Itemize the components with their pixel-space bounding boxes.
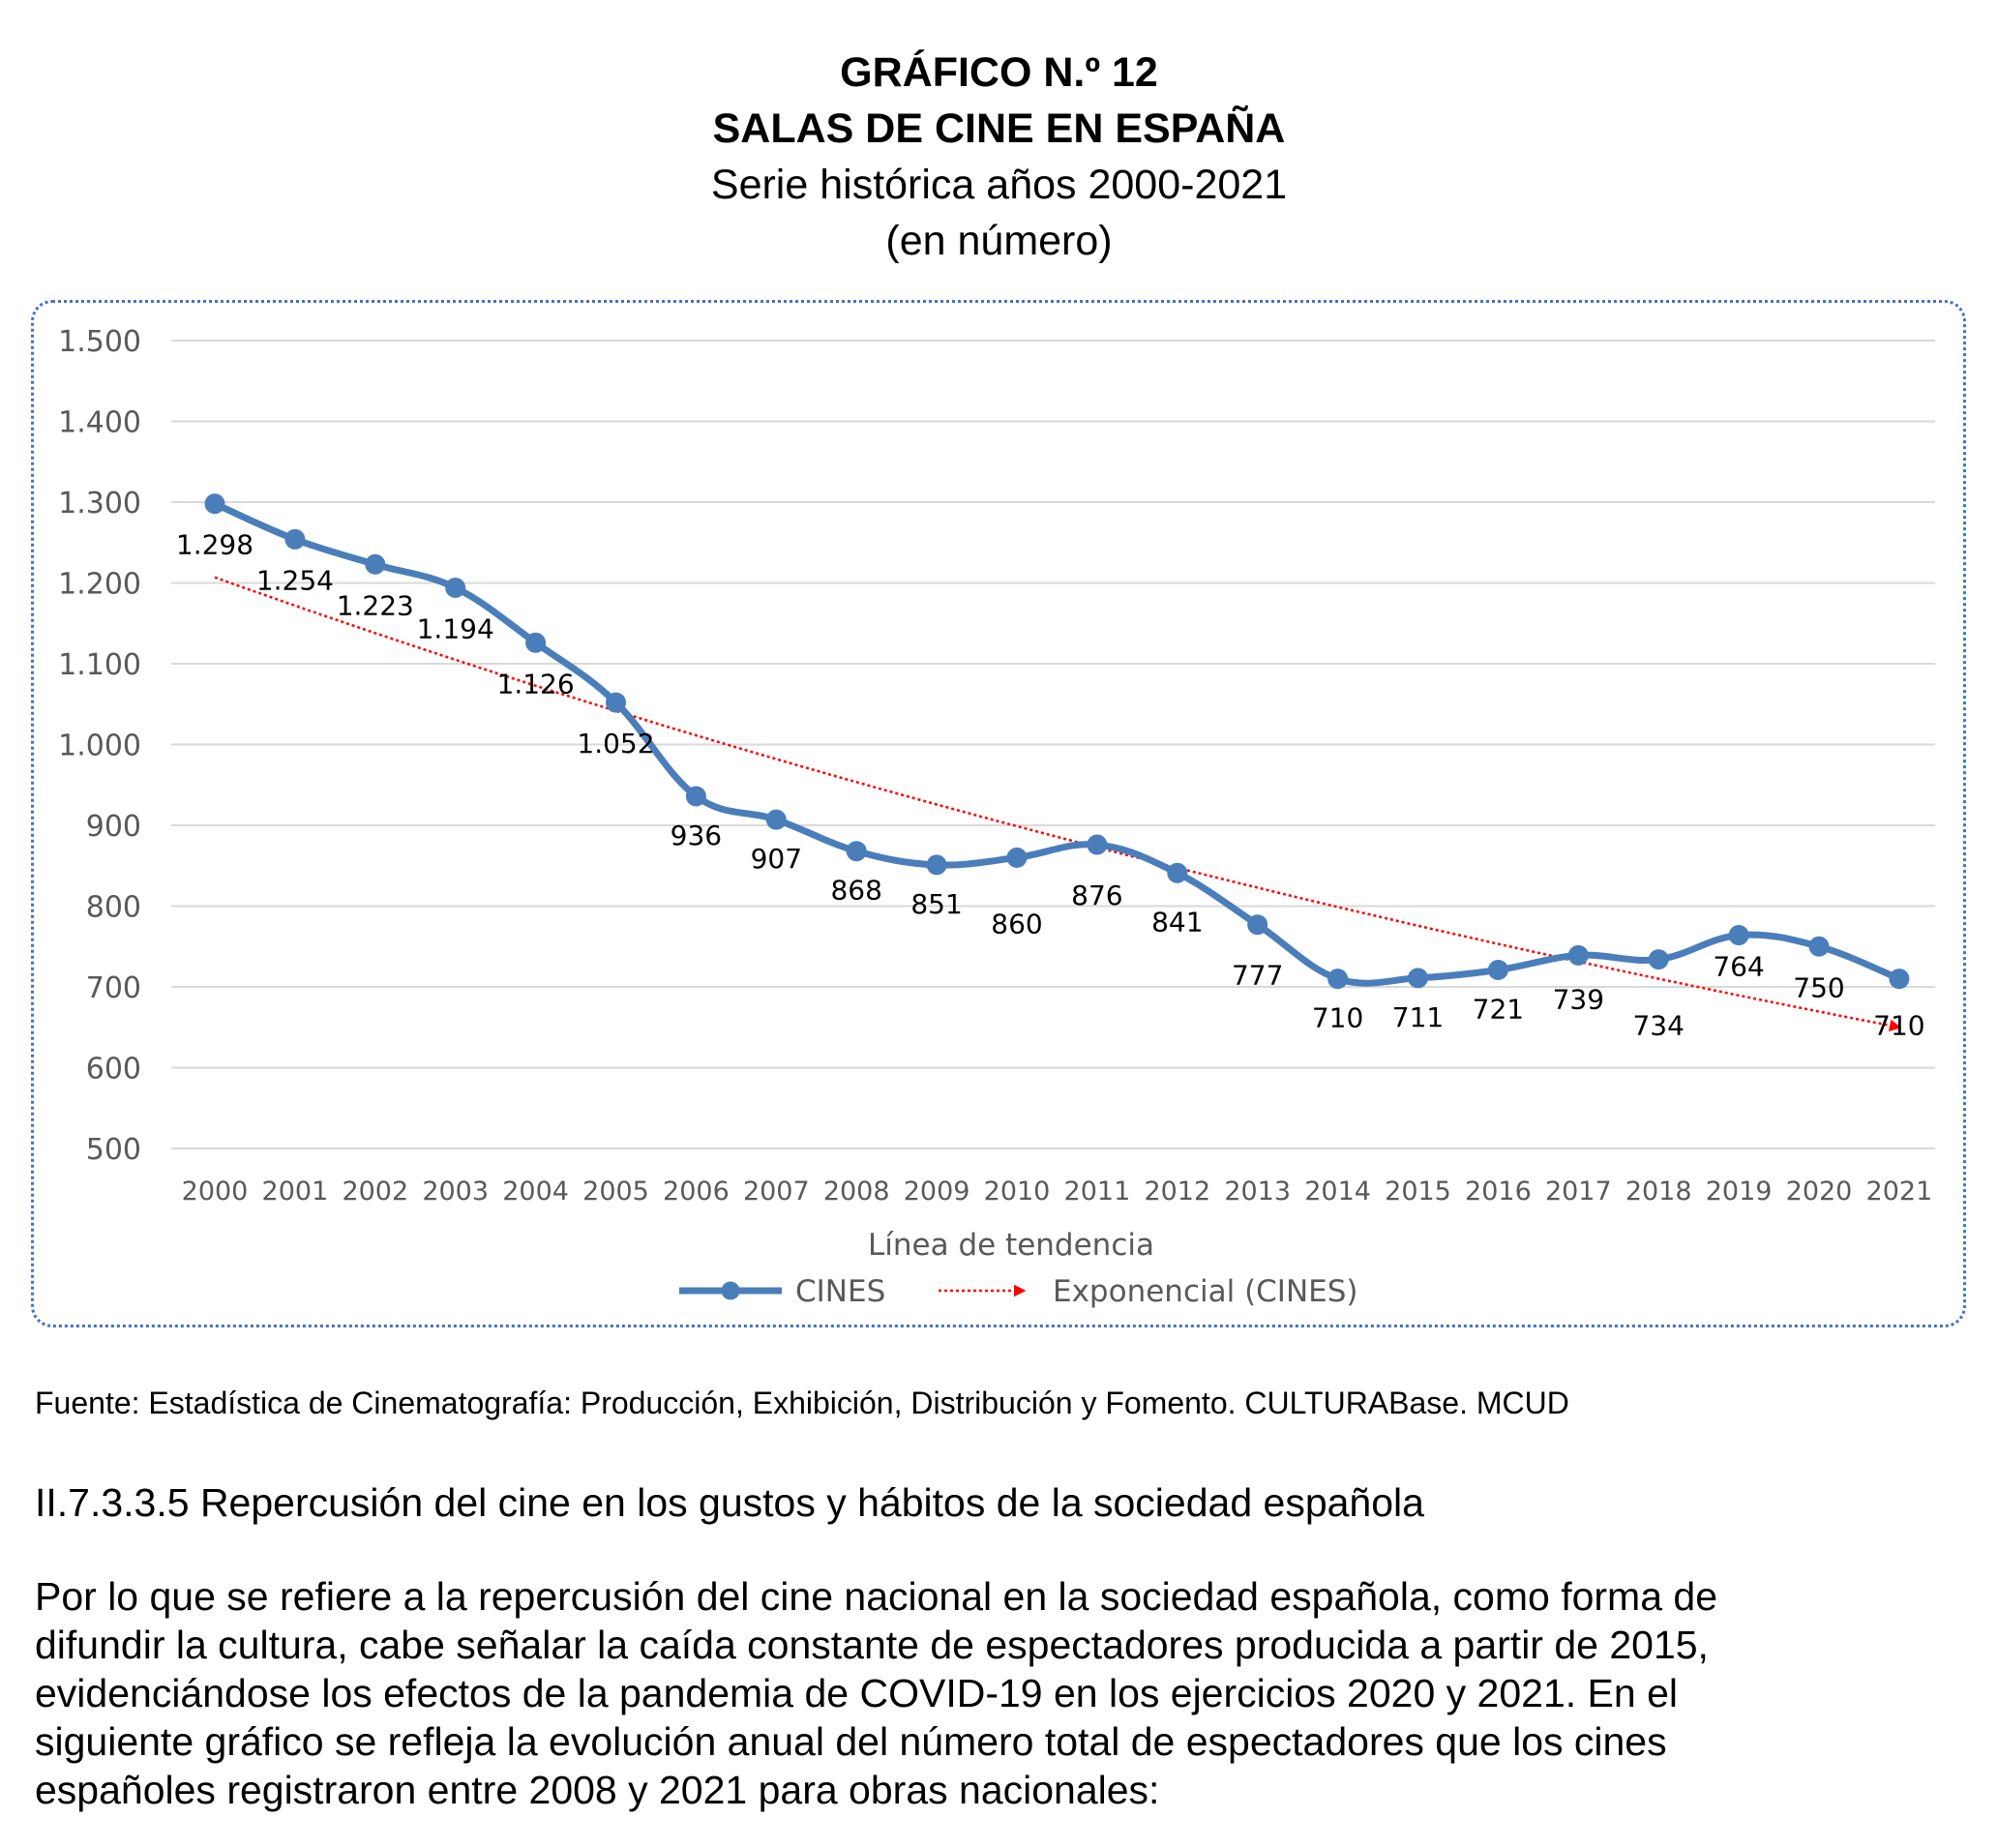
paragraph-line: Por lo que se refiere a la repercusión d… [35,1574,1717,1619]
x-tick-label: 2004 [502,1177,569,1207]
data-point-cines [204,493,225,515]
y-tick-label: 700 [86,971,141,1005]
data-label: 710 [1312,1002,1363,1034]
y-tick-label: 600 [86,1053,141,1087]
paragraph-line: difundir la cultura, cabe señalar la caí… [35,1623,1709,1667]
data-point-cines [685,786,706,807]
data-point-cines [365,553,386,575]
data-point-cines [1728,925,1749,946]
y-tick-label: 500 [86,1133,141,1167]
data-label: 710 [1873,1010,1924,1042]
data-label: 734 [1632,1010,1684,1042]
data-point-cines [926,854,947,876]
figure-number: GRÁFICO N.º 12 [840,49,1158,96]
x-tick-label: 2015 [1385,1177,1451,1207]
data-label: 1.298 [176,529,253,561]
x-tick-label: 2006 [663,1177,730,1207]
x-tick-label: 2005 [582,1177,649,1207]
data-label: 1.194 [417,613,494,645]
paragraph-line: españoles registraron entre 2008 y 2021 … [35,1768,1160,1812]
y-tick-label: 800 [86,891,141,925]
data-label: 868 [830,875,881,907]
x-tick-label: 2016 [1465,1177,1532,1207]
x-tick-label: 2013 [1224,1177,1291,1207]
y-tick-label: 1.100 [58,648,141,682]
legend-marker-cines [721,1281,740,1300]
data-point-cines [1648,949,1669,970]
data-label: 711 [1392,1001,1444,1033]
source-note: Fuente: Estadística de Cinematografía: P… [35,1386,1569,1420]
trendline [214,576,1902,1031]
x-tick-label: 2002 [342,1177,408,1207]
x-tick-label: 2008 [823,1177,890,1207]
chart-unit: (en número) [885,218,1113,264]
x-tick-label: 2003 [422,1177,489,1207]
data-label: 777 [1232,960,1283,992]
data-point-cines [1327,969,1349,990]
x-tick-label: 2001 [262,1177,329,1207]
data-point-cines [1567,944,1589,966]
y-tick-label: 1.000 [58,730,141,763]
data-point-cines [1889,969,1910,990]
y-tick-label: 1.300 [58,487,141,521]
data-point-cines [1408,968,1428,989]
y-tick-label: 1.500 [58,325,141,359]
x-tick-label: 2014 [1304,1177,1371,1207]
data-label: 936 [671,820,722,851]
data-label: 1.052 [577,728,654,760]
series-line-cines [213,500,1901,987]
y-tick-label: 1.400 [58,406,141,440]
section-heading: II.7.3.3.5 Repercusión del cine en los g… [35,1480,1424,1525]
legend-label-trendline: Exponencial (CINES) [1053,1274,1358,1309]
data-point-cines [846,841,867,862]
data-label: 764 [1713,951,1764,983]
data-point-cines [1247,914,1268,936]
chart-titles: GRÁFICO N.º 12 SALAS DE CINE EN ESPAÑA S… [0,45,1998,269]
data-point-cines [1808,936,1830,957]
data-label: 860 [991,908,1042,939]
data-label: 750 [1793,971,1844,1003]
paragraph-line: evidenciándose los efectos de la pandemi… [35,1671,1678,1715]
x-tick-label: 2009 [904,1177,970,1207]
legend-title: Línea de tendencia [868,1228,1154,1263]
data-label: 1.126 [497,668,575,700]
x-tick-label: 2007 [743,1177,810,1207]
data-point-cines [606,692,626,713]
body-paragraph: Por lo que se refiere a la repercusión d… [35,1572,1962,1814]
data-point-cines [1487,959,1508,980]
x-tick-label: 2019 [1706,1177,1773,1207]
data-label: 841 [1151,906,1203,938]
data-point-cines [765,809,787,830]
chart-subtitle: Serie histórica años 2000-2021 [710,162,1288,208]
chart-frame [31,300,1966,1327]
x-tick-label: 2020 [1786,1177,1853,1207]
data-point-cines [1167,862,1188,883]
x-tick-label: 2011 [1064,1177,1131,1207]
x-tick-label: 2010 [984,1177,1051,1207]
y-tick-label: 900 [86,810,141,844]
data-label: 1.223 [337,589,414,621]
x-tick-label: 2021 [1866,1177,1933,1207]
data-label: 851 [910,888,962,920]
x-tick-label: 2000 [182,1177,249,1207]
legend-label-cines: CINES [795,1274,885,1309]
line-chart: 500 600 700 800 900 1.000 1.100 1.200 1.300 1.400… [58,325,1935,1309]
paragraph-line: siguiente gráfico se refleja la evolució… [35,1719,1667,1764]
data-label: 739 [1553,983,1604,1015]
data-point-cines [445,578,466,599]
data-point-cines [284,528,306,550]
x-tick-label: 2017 [1545,1177,1612,1207]
y-tick-label: 1.200 [58,568,141,602]
data-label: 907 [751,843,802,875]
data-label: 876 [1071,879,1122,911]
data-point-cines [1006,847,1028,868]
chart-title: SALAS DE CINE EN ESPAÑA [712,105,1286,152]
data-label: 1.254 [256,564,334,596]
data-point-cines [525,632,547,653]
data-label: 721 [1473,993,1524,1025]
data-point-cines [1087,834,1108,855]
x-tick-label: 2018 [1625,1177,1692,1207]
x-tick-label: 2012 [1144,1177,1210,1207]
